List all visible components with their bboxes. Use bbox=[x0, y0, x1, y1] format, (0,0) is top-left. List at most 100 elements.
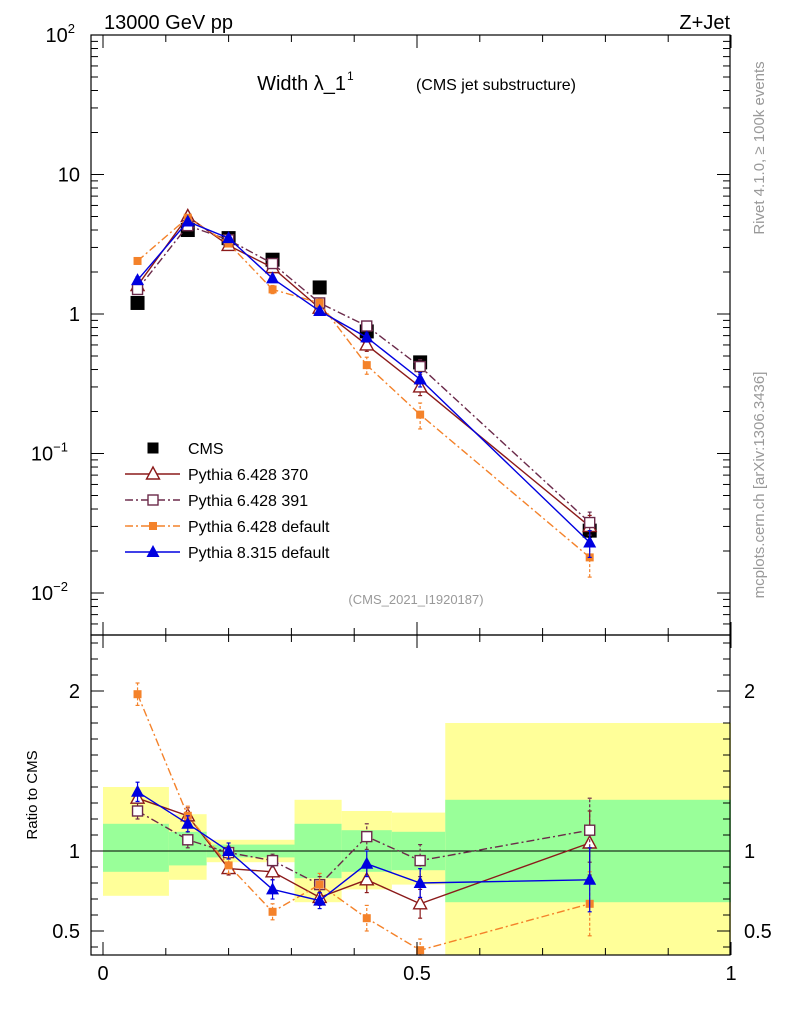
main-data-point bbox=[266, 257, 279, 270]
x-tick-label: 0.5 bbox=[403, 963, 431, 985]
legend-entry-0: CMS bbox=[147, 441, 224, 458]
main-series-0 bbox=[130, 223, 597, 539]
main-data-point bbox=[224, 239, 233, 248]
legend-label: Pythia 6.428 default bbox=[188, 519, 330, 536]
main-y-tick-label: 102 bbox=[46, 21, 75, 47]
legend-marker bbox=[147, 442, 159, 454]
ratio-y-tick-label-right: 1 bbox=[744, 841, 755, 863]
main-data-point bbox=[416, 410, 425, 419]
ratio-y-tick-label-right: 2 bbox=[744, 681, 755, 703]
main-data-point bbox=[133, 256, 142, 265]
x-tick-label: 0 bbox=[97, 963, 108, 985]
main-data-point bbox=[359, 336, 375, 351]
ratio-data-point bbox=[416, 946, 425, 955]
main-data-point bbox=[315, 298, 324, 307]
legend-marker bbox=[146, 545, 160, 557]
legend-label: CMS bbox=[188, 441, 224, 458]
main-data-point bbox=[131, 273, 145, 286]
ratio-y-tick-label: 2 bbox=[69, 681, 80, 703]
ratio-series-line-1 bbox=[137, 810, 590, 886]
main-data-point bbox=[312, 280, 327, 295]
ratio-frame bbox=[90, 634, 731, 956]
main-series-2 bbox=[131, 219, 596, 536]
axis-tick-labels: 10−2 10−1 1 10 102 0.5 0.5 1 1 2 2 0 0.5 1 bbox=[31, 21, 772, 985]
main-data-point bbox=[268, 285, 277, 294]
ratio-data-point bbox=[222, 844, 236, 856]
ratio-y-tick-label: 0.5 bbox=[52, 921, 80, 943]
ratio-data-point bbox=[264, 863, 281, 878]
plot-title: Width λ_1 bbox=[257, 73, 346, 95]
main-data-point bbox=[131, 283, 144, 296]
header-right: Z+Jet bbox=[679, 12, 730, 34]
legend-entry-4: Pythia 8.315 default bbox=[125, 545, 330, 562]
series-ratio bbox=[129, 682, 598, 956]
side-label-rivet: Rivet 4.1.0, ≥ 100k events bbox=[751, 61, 768, 234]
legend-label: Pythia 6.428 391 bbox=[188, 493, 308, 510]
ratio-series-line-0 bbox=[137, 797, 590, 905]
ratio-data-point bbox=[224, 861, 233, 870]
main-frame bbox=[90, 34, 731, 636]
main-data-point bbox=[181, 214, 195, 227]
ratio-data-point bbox=[412, 895, 428, 910]
main-data-point bbox=[584, 516, 596, 529]
plot-title-superscript: 1 bbox=[347, 69, 354, 83]
ratio-y-label: Ratio to CMS bbox=[24, 750, 41, 839]
main-y-tick-label: 10−2 bbox=[31, 579, 68, 605]
ratio-series-3 bbox=[131, 781, 597, 913]
main-y-tick-label: 1 bbox=[69, 304, 80, 326]
legend: CMS Pythia 6.428 370 Pythia 6.428 391 Pythi… bbox=[125, 441, 330, 562]
ratio-data-point bbox=[315, 880, 324, 889]
legend-label: Pythia 6.428 370 bbox=[188, 467, 308, 484]
ratio-data-point bbox=[266, 882, 280, 895]
ratio-data-point bbox=[131, 784, 145, 797]
main-data-point bbox=[130, 295, 145, 310]
axis-ticks bbox=[91, 34, 732, 955]
main-data-point bbox=[222, 231, 236, 244]
ratio-data-point bbox=[133, 690, 142, 699]
band-1sigma-0 bbox=[103, 823, 169, 872]
main-y-tick-label: 10 bbox=[58, 165, 80, 187]
ratio-y-tick-label: 1 bbox=[69, 841, 80, 863]
main-data-point bbox=[362, 361, 371, 370]
main-data-point bbox=[361, 320, 373, 332]
main-data-point bbox=[413, 372, 427, 385]
legend-marker bbox=[149, 522, 157, 530]
legend-entry-2: Pythia 6.428 391 bbox=[125, 493, 308, 510]
main-series-line-4 bbox=[137, 220, 591, 544]
ratio-data-point bbox=[131, 805, 144, 817]
main-data-point bbox=[414, 360, 426, 373]
ratio-data-point bbox=[181, 816, 195, 829]
ratio-series-line-3 bbox=[137, 791, 590, 902]
main-series-1 bbox=[129, 208, 598, 541]
legend-entry-3: Pythia 6.428 default bbox=[125, 519, 330, 536]
main-data-point bbox=[360, 330, 374, 343]
ratio-data-point bbox=[268, 907, 277, 916]
header-left: 13000 GeV pp bbox=[104, 12, 233, 34]
ratio-data-point bbox=[584, 824, 596, 836]
main-data-point bbox=[583, 535, 597, 548]
ratio-data-point bbox=[360, 856, 374, 869]
x-tick-label: 1 bbox=[725, 963, 736, 985]
main-series-4 bbox=[131, 214, 597, 558]
main-y-tick-label: 10−1 bbox=[31, 440, 68, 466]
ratio-data-point bbox=[359, 871, 375, 886]
series-main bbox=[129, 208, 598, 578]
ratio-data-point bbox=[583, 872, 597, 885]
plot-subtitle: (CMS jet substructure) bbox=[416, 77, 576, 94]
ratio-data-point bbox=[266, 854, 279, 867]
ratio-series-line-2 bbox=[136, 693, 590, 951]
legend-marker bbox=[145, 465, 161, 480]
legend-marker bbox=[147, 494, 159, 506]
ratio-data-point bbox=[182, 834, 194, 846]
ratio-data-point bbox=[362, 914, 371, 923]
ratio-data-point bbox=[414, 854, 426, 867]
ratio-y-tick-label-right: 0.5 bbox=[744, 921, 772, 943]
analysis-watermark: (CMS_2021_I1920187) bbox=[348, 592, 483, 607]
ratio-data-point bbox=[313, 893, 327, 906]
main-data-point bbox=[266, 271, 280, 284]
main-data-point bbox=[313, 304, 327, 317]
ratio-data-point bbox=[413, 876, 427, 888]
side-label-mcplots: mcplots.cern.ch [arXiv:1306.3436] bbox=[751, 372, 768, 599]
